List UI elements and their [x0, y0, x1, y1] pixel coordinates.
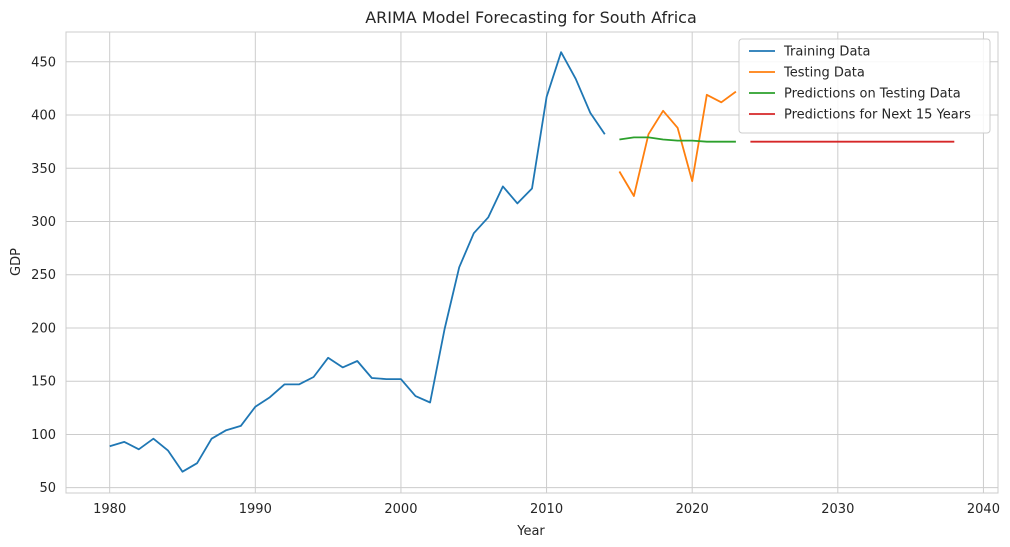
y-tick-label: 350 — [31, 162, 56, 177]
series-line-3 — [619, 136, 736, 143]
x-tick-label: 2020 — [676, 502, 709, 517]
y-tick-label: 450 — [31, 55, 56, 70]
tick-layer: 1980 1990 2000 2010 2020 2030 2040 50 100 150 200 2… — [31, 55, 1000, 517]
y-tick-label: 200 — [31, 321, 56, 336]
y-tick-label: 100 — [31, 428, 56, 443]
x-tick-label: 2000 — [384, 502, 417, 517]
x-tick-label: 2010 — [530, 502, 563, 517]
y-tick-label: 150 — [31, 375, 56, 390]
x-tick-label: 2040 — [967, 502, 1000, 517]
y-tick-label: 250 — [31, 268, 56, 283]
y-tick-label: 400 — [31, 109, 56, 124]
series-line-2 — [618, 90, 737, 197]
y-tick-label: 300 — [31, 215, 56, 230]
x-tick-label: 2030 — [821, 502, 854, 517]
x-axis-label: Year — [516, 524, 545, 539]
y-axis-label: GDP — [9, 248, 24, 276]
y-tick-label: 50 — [39, 481, 56, 496]
legend-label: Training Data — [783, 45, 870, 60]
series-line-1 — [109, 51, 606, 473]
chart-title: ARIMA Model Forecasting for South Africa — [365, 8, 697, 27]
legend-label: Testing Data — [783, 66, 865, 81]
legend-box — [738, 38, 991, 134]
plot-frame — [65, 31, 999, 494]
legend: Training Data Testing Data Predictions on … — [738, 38, 991, 134]
legend-label: Predictions on Testing Data — [784, 87, 961, 102]
x-tick-label: 1980 — [93, 502, 126, 517]
legend-label: Predictions for Next 15 Years — [784, 108, 971, 123]
series-layer — [109, 51, 955, 473]
x-tick-label: 1990 — [239, 502, 272, 517]
